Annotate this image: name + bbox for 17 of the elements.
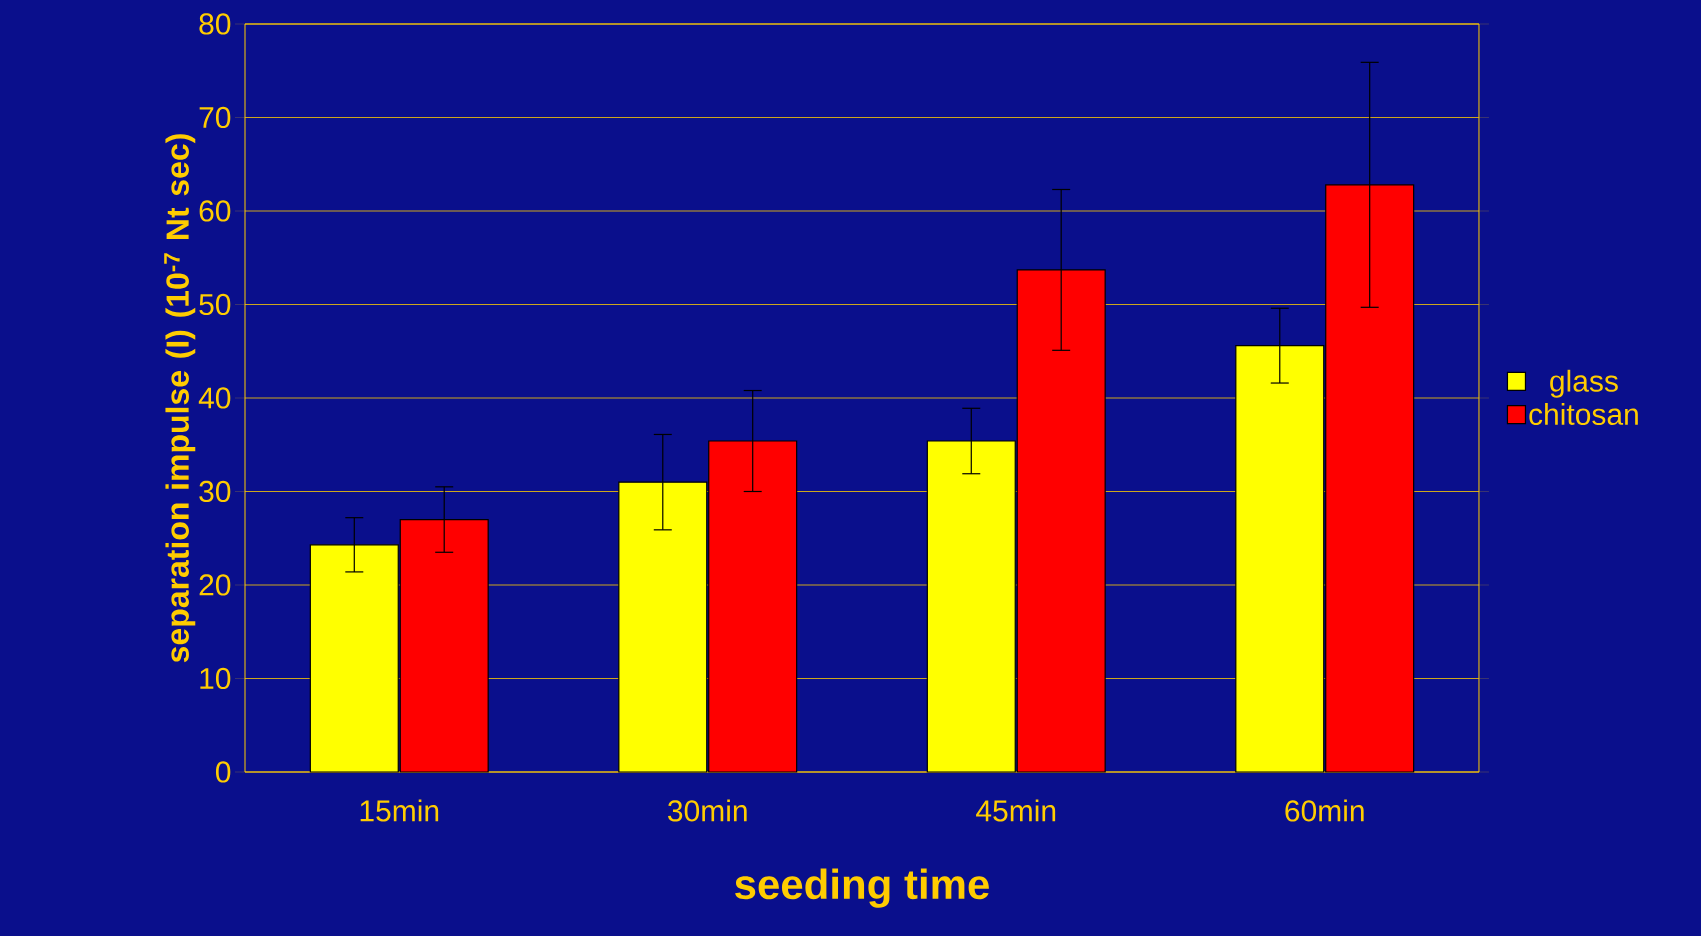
legend-label: chitosan (1529, 403, 1638, 426)
y-tick-label: 30 (199, 480, 231, 503)
y-tick-label: 40 (198, 387, 231, 409)
legend-label: glass (1550, 369, 1618, 398)
y-tick-label: 80 (199, 13, 231, 35)
y-tick-label: 0 (215, 761, 231, 783)
x-axis-title: seeding time (735, 868, 989, 908)
y-tick-label: 10 (200, 667, 231, 690)
y-tick-label: 70 (199, 106, 231, 129)
y-tick-label: 60 (199, 200, 231, 222)
x-tick-label: 60min (1285, 799, 1364, 822)
y-tick-label: 20 (199, 574, 231, 596)
y-axis-title: separation impulse (I) (10$^{-7}$ Nt sec) (164, 134, 196, 663)
x-tick-label: 15min (360, 799, 439, 822)
x-tick-label: 30min (668, 799, 747, 822)
y-tick-label: 50 (199, 293, 231, 316)
x-tick-label: 45min (976, 799, 1056, 822)
